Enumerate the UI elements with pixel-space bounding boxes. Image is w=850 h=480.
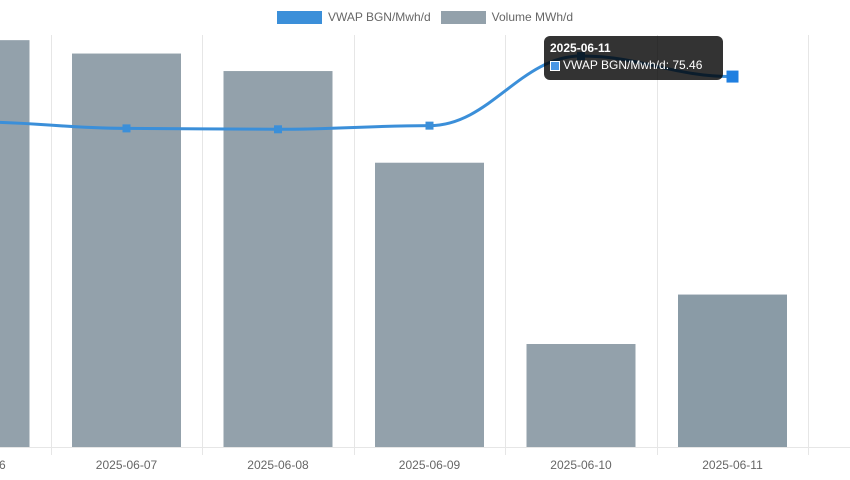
vwap-point-2025-06-08 [274, 125, 282, 134]
tooltip-body: VWAP BGN/Mwh/d: 75.46 [550, 58, 717, 73]
volume-bar-2025-06-09 [375, 162, 484, 447]
grid-lines [0, 35, 850, 455]
tooltip-title: 2025-06-11 [550, 41, 611, 55]
tooltip-swatch [550, 60, 560, 71]
vwap-point-2025-06-11 [726, 70, 739, 83]
vwap-point-2025-06-07 [122, 124, 131, 133]
legend-item-volume[interactable]: Volume MWh/d [440, 10, 574, 24]
chart-tooltip: 2025-06-11 VWAP BGN/Mwh/d: 75.46 [544, 36, 723, 80]
x-tick-label-2025-06-07: 2025-06-07 [96, 458, 158, 472]
legend-label-vwap: VWAP BGN/Mwh/d [327, 10, 431, 24]
legend-swatch-volume [440, 10, 486, 24]
volume-bar-2025-06-06 [0, 40, 30, 448]
volume-bar-2025-06-08 [223, 71, 333, 448]
legend-item-vwap[interactable]: VWAP BGN/Mwh/d [276, 10, 431, 24]
x-tick-label-2025-06-08: 2025-06-08 [247, 458, 309, 472]
x-tick-label-2025-06-11: 2025-06-11 [702, 458, 763, 472]
volume-bar-2025-06-07 [72, 53, 181, 447]
x-tick-label-2025-06-06: 2025-06-06 [0, 458, 6, 472]
legend-label-volume: Volume MWh/d [491, 10, 574, 24]
legend: VWAP BGN/Mwh/d Volume MWh/d [0, 8, 850, 26]
x-axis-ticks: 2025-06-06 2025-06-07 2025-06-08 2025-06-09… [0, 458, 763, 472]
volume-bar-2025-06-10 [526, 344, 636, 447]
x-tick-label-2025-06-09: 2025-06-09 [399, 458, 461, 472]
tooltip-label: VWAP BGN/Mwh/d: 75.46 [563, 58, 703, 72]
legend-swatch-vwap [276, 10, 322, 24]
x-tick-label-2025-06-10: 2025-06-10 [550, 458, 612, 472]
volume-bars [0, 40, 787, 448]
volume-bar-2025-06-11 [678, 294, 787, 447]
vwap-point-2025-06-09 [425, 121, 434, 130]
